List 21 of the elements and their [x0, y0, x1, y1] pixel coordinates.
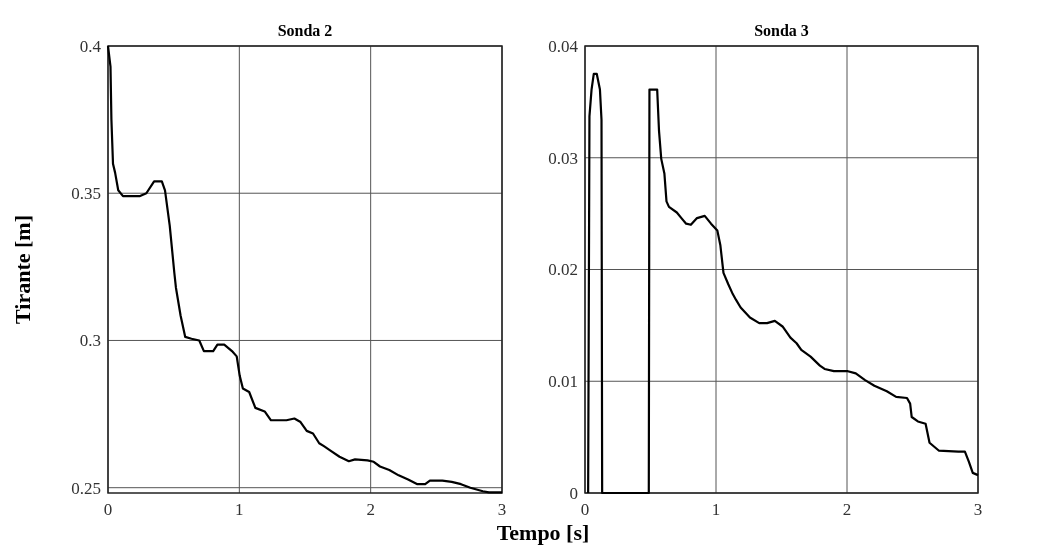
x-tick-label: 3: [497, 500, 507, 519]
x-tick-label: 2: [366, 500, 375, 519]
y-tick-label: 0.4: [79, 36, 102, 56]
y-tick-label: 0.3: [79, 331, 101, 351]
x-tick-label: 3: [973, 500, 983, 519]
y-tick-label: 0.25: [71, 478, 101, 498]
chart-title: Sonda 2: [277, 22, 333, 39]
y-tick-label: 0.02: [548, 260, 578, 280]
y-tick-label: 0: [569, 483, 578, 503]
x-axis-title: Tempo [s]: [496, 520, 590, 545]
x-tick-label: 2: [842, 500, 852, 519]
line-series: [106, 44, 504, 494]
y-tick-label: 0.35: [71, 184, 101, 204]
y-tick-label: 0.03: [548, 148, 578, 168]
chart-title: Sonda 3: [754, 22, 809, 39]
y-tick-label: 0.01: [548, 372, 578, 392]
x-tick-label: 0: [103, 500, 113, 519]
x-tick-label: 1: [235, 500, 244, 519]
y-tick-label: 0.04: [548, 36, 579, 56]
x-tick-label: 1: [711, 500, 721, 519]
y-axis-title: Tirante [m]: [10, 215, 35, 324]
